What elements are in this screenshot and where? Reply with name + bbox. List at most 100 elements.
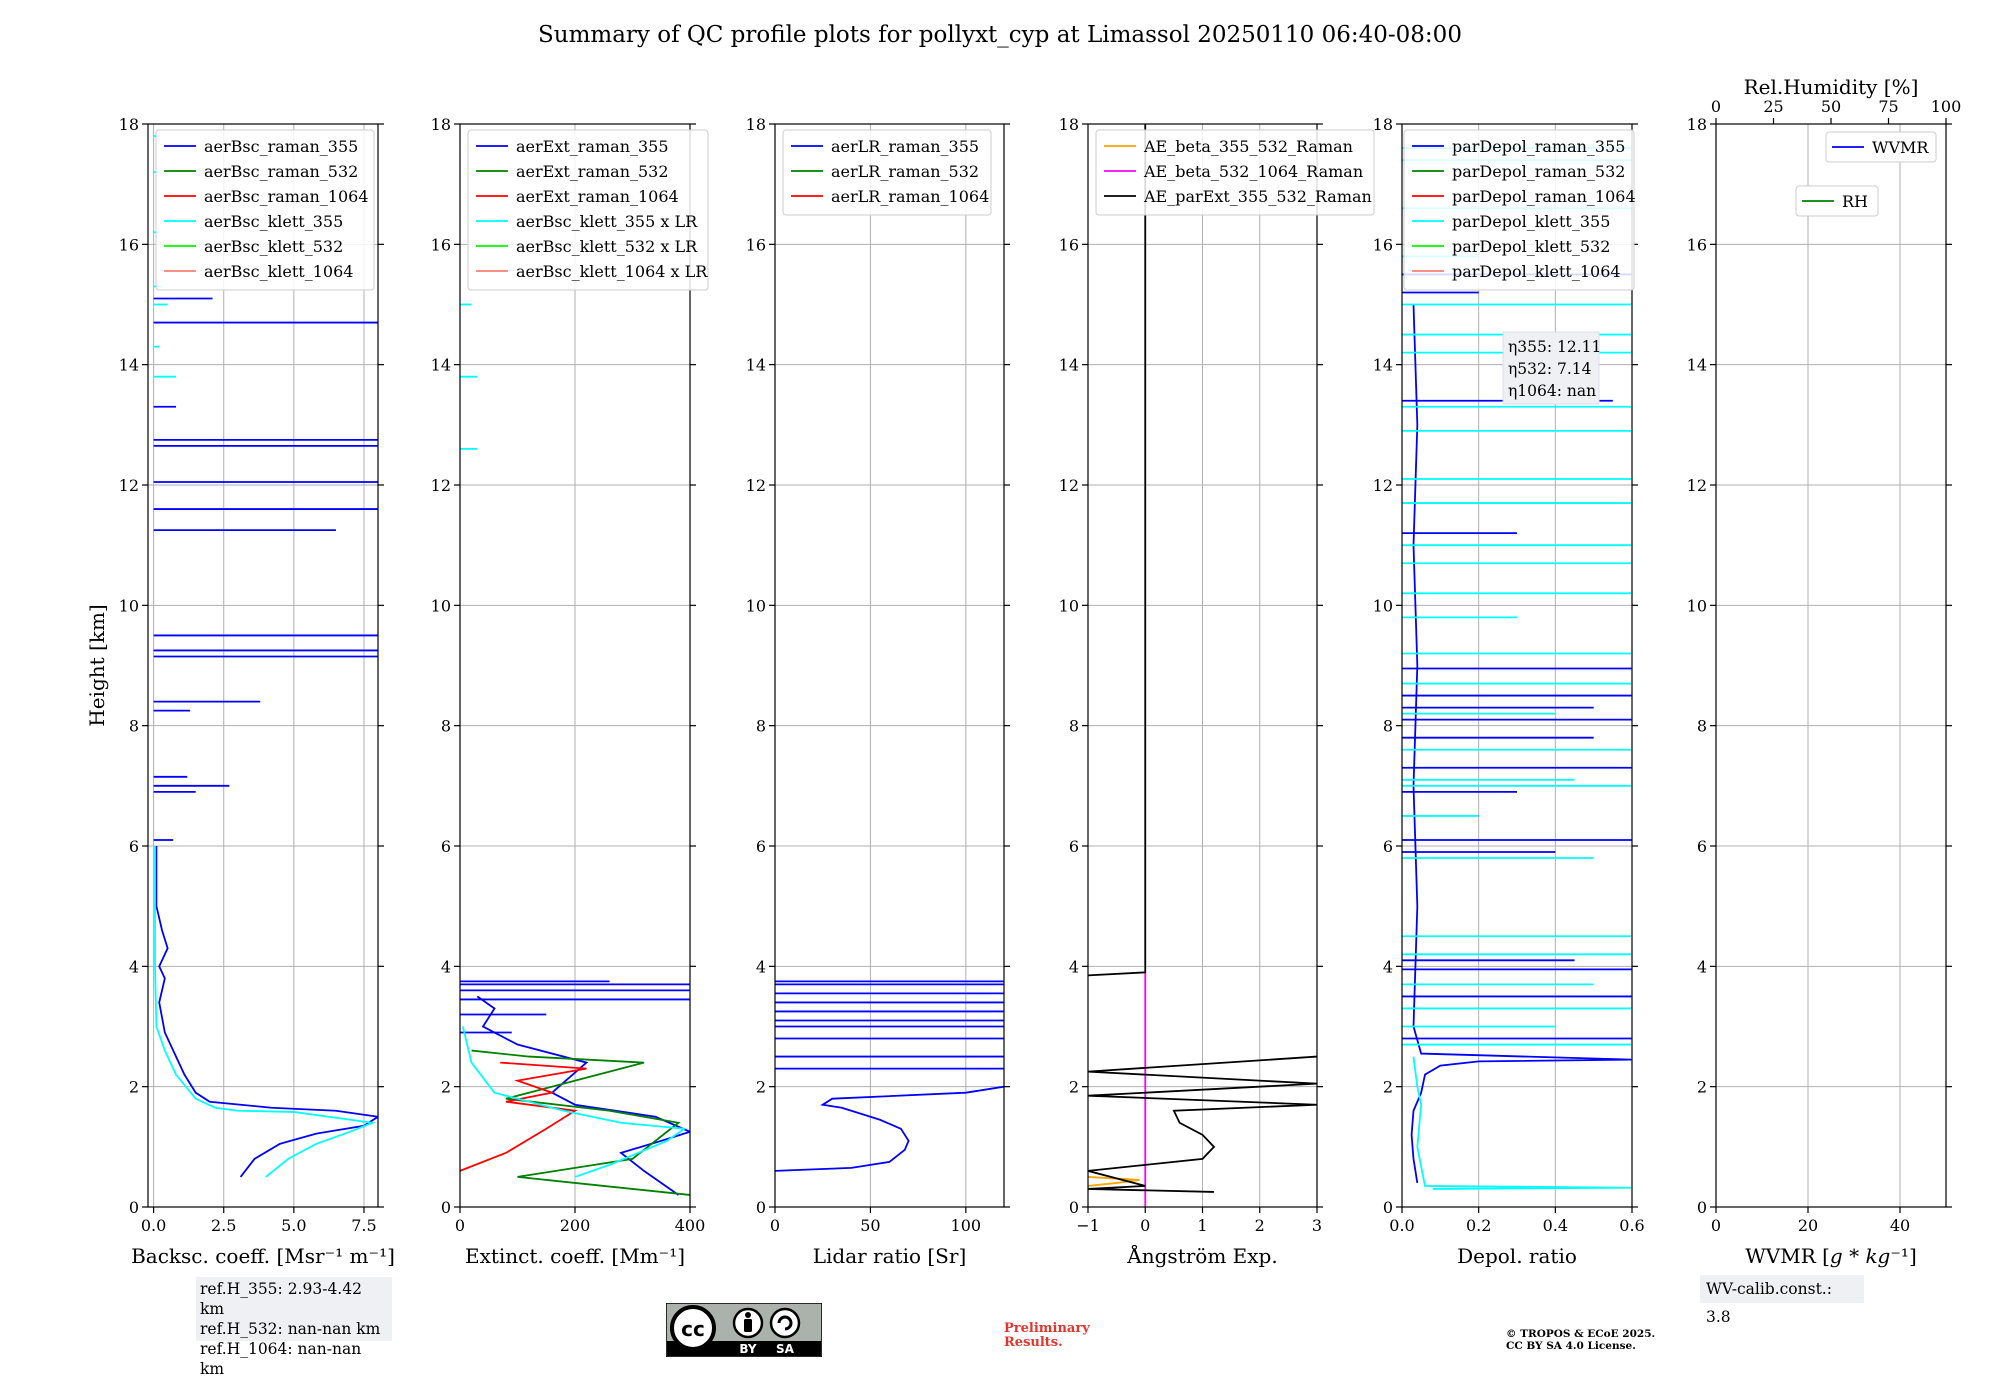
- panel3-ytick-label-5: 10: [1059, 596, 1079, 615]
- panel5-top-xtick-label-1: 25: [1763, 97, 1783, 116]
- panel3-legend-label-2: AE_parExt_355_532_Raman: [1143, 187, 1372, 206]
- panel1-legend-label-3: aerBsc_klett_355 x LR: [516, 212, 698, 231]
- panel3-series-2: [1088, 1055, 1317, 1193]
- panel1-ytick-label-0: 0: [441, 1198, 451, 1217]
- panel0-legend-label-1: aerBsc_raman_532: [204, 162, 358, 181]
- panel5-top-xtick-label-2: 50: [1821, 97, 1841, 116]
- panel0-legend-label-4: aerBsc_klett_532: [204, 237, 343, 256]
- panel3-xtick-label-1: 0: [1140, 1216, 1150, 1235]
- reference-height-box: ref.H_355: 2.93-4.42 km ref.H_532: nan-n…: [196, 1277, 392, 1378]
- panel5-xlabel-part-1: g * kg: [1830, 1244, 1890, 1268]
- preliminary-note: Preliminary Results.: [1004, 1322, 1090, 1350]
- panel5-ytick-label-7: 14: [1687, 356, 1707, 375]
- panel5-legend-label-1: RH: [1842, 192, 1868, 211]
- panel0-xtick-label-0: 0.0: [141, 1216, 166, 1235]
- panel0-ytick-label-6: 12: [119, 476, 139, 495]
- copyright-note: © TROPOS & ECoE 2025. CC BY SA 4.0 Licen…: [1506, 1328, 1655, 1352]
- sa-arrow-icon: [777, 1315, 793, 1331]
- cc-text: cc: [681, 1317, 705, 1341]
- panel2-series-0: [775, 1085, 1004, 1172]
- panel0-ytick-label-0: 0: [129, 1198, 139, 1217]
- panel4-xlabel: Depol. ratio: [1457, 1244, 1577, 1268]
- panel3-ytick-label-7: 14: [1059, 356, 1079, 375]
- panel2-ytick-label-3: 6: [756, 837, 766, 856]
- panel2-ytick-label-9: 18: [746, 115, 766, 134]
- panel4-ytick-label-3: 6: [1383, 837, 1393, 856]
- panel4-legend-label-4: parDepol_klett_532: [1452, 237, 1610, 256]
- panel5-top-xtick-label-4: 100: [1931, 97, 1962, 116]
- panel4-xtick-label-2: 0.4: [1543, 1216, 1568, 1235]
- panel2-ytick-label-7: 14: [746, 356, 766, 375]
- panel4-series-1: [1412, 1056, 1632, 1190]
- panel0-ytick-label-3: 6: [129, 837, 139, 856]
- panel1-ytick-label-5: 10: [431, 596, 451, 615]
- sa-icon: [769, 1307, 801, 1339]
- panel0-ytick-label-7: 14: [119, 356, 139, 375]
- panel1-ytick-label-2: 4: [441, 957, 451, 976]
- figure-title: Summary of QC profile plots for pollyxt_…: [538, 22, 1462, 48]
- panel0-ytick-label-9: 18: [119, 115, 139, 134]
- panel0-ytick-label-1: 2: [129, 1078, 139, 1097]
- panel4-ytick-label-8: 16: [1373, 235, 1393, 254]
- panel3-xtick-label-0: −1: [1076, 1216, 1100, 1235]
- panel4-series-0: [1410, 304, 1632, 1184]
- panel5-xlabel: WVMR [g * kg⁻¹]: [1745, 1244, 1917, 1268]
- by-person-body: [744, 1319, 752, 1332]
- panel0-legend-label-2: aerBsc_raman_1064: [204, 187, 369, 206]
- panel2-ytick-label-2: 4: [756, 957, 766, 976]
- panel4-frame: [1401, 123, 1633, 1208]
- panel4-legend-label-0: parDepol_raman_355: [1452, 137, 1625, 156]
- panel2-xtick-label-2: 100: [951, 1216, 982, 1235]
- panel5-xtick-label-2: 40: [1890, 1216, 1910, 1235]
- panel5-ytick-label-8: 16: [1687, 235, 1707, 254]
- panel4-legend-label-3: parDepol_klett_355: [1452, 212, 1610, 231]
- panel5-top-xlabel: Rel.Humidity [%]: [1744, 75, 1919, 99]
- panel1-ytick-label-1: 2: [441, 1078, 451, 1097]
- panel2-legend-box: [782, 129, 992, 216]
- panel5-ytick-label-5: 10: [1687, 596, 1707, 615]
- panel5-top-xtick-label-3: 75: [1878, 97, 1898, 116]
- panel2-ytick-label-0: 0: [756, 1198, 766, 1217]
- panel2-xtick-label-0: 0: [770, 1216, 780, 1235]
- panel5-ytick-label-3: 6: [1697, 837, 1707, 856]
- panel0-series-1: [154, 846, 376, 1178]
- sa-text: SA: [776, 1342, 795, 1356]
- panel2-xlabel: Lidar ratio [Sr]: [813, 1244, 967, 1268]
- panel4-ytick-label-9: 18: [1373, 115, 1393, 134]
- panel4-legend-label-5: parDepol_klett_1064: [1452, 262, 1621, 281]
- panel4-xtick-label-1: 0.2: [1466, 1216, 1491, 1235]
- panel1-ytick-label-4: 8: [441, 717, 451, 736]
- panel5-ytick-label-1: 2: [1697, 1078, 1707, 1097]
- panel2-legend-label-2: aerLR_raman_1064: [831, 187, 989, 206]
- panel5-top-xtick-label-0: 0: [1711, 97, 1721, 116]
- panel3-legend-label-0: AE_beta_355_532_Raman: [1143, 137, 1353, 156]
- panel4-legend-label-1: parDepol_raman_532: [1452, 162, 1625, 181]
- panel4-legend-box: [1403, 129, 1635, 291]
- panel3-ytick-label-6: 12: [1059, 476, 1079, 495]
- panel0-legend-label-5: aerBsc_klett_1064: [204, 262, 353, 281]
- panel4-ytick-label-5: 10: [1373, 596, 1393, 615]
- panel0-xtick-label-1: 2.5: [211, 1216, 236, 1235]
- panel0-xtick-label-3: 7.5: [351, 1216, 376, 1235]
- panel5-xlabel-part-2: ⁻¹]: [1890, 1244, 1916, 1268]
- panel1-series-1: [471, 1049, 690, 1196]
- cc-by-sa-badge: cc BY SA: [666, 1303, 822, 1357]
- panel1-ytick-label-7: 14: [431, 356, 451, 375]
- panel4-ytick-label-4: 8: [1383, 717, 1393, 736]
- panel5-legend-box-1: [1795, 185, 1879, 217]
- panel0-legend-label-0: aerBsc_raman_355: [204, 137, 358, 156]
- by-text: BY: [739, 1342, 756, 1356]
- copyright-line-2: CC BY SA 4.0 License.: [1506, 1340, 1636, 1352]
- panel5-ytick-label-0: 0: [1697, 1198, 1707, 1217]
- panel5-xtick-label-0: 0: [1711, 1216, 1721, 1235]
- panel5-xlabel-part-0: WVMR [: [1745, 1244, 1830, 1268]
- panel0-xtick-label-2: 5.0: [281, 1216, 306, 1235]
- panel3-series-3: [1088, 124, 1147, 977]
- panel1-legend-label-5: aerBsc_klett_1064 x LR: [516, 262, 708, 281]
- panel4-ytick-label-6: 12: [1373, 476, 1393, 495]
- panel1-series-0: [476, 995, 690, 1196]
- panel2-ytick-label-6: 12: [746, 476, 766, 495]
- panel1-legend-label-4: aerBsc_klett_532 x LR: [516, 237, 698, 256]
- panel5-legend-label-0: WVMR: [1872, 138, 1929, 157]
